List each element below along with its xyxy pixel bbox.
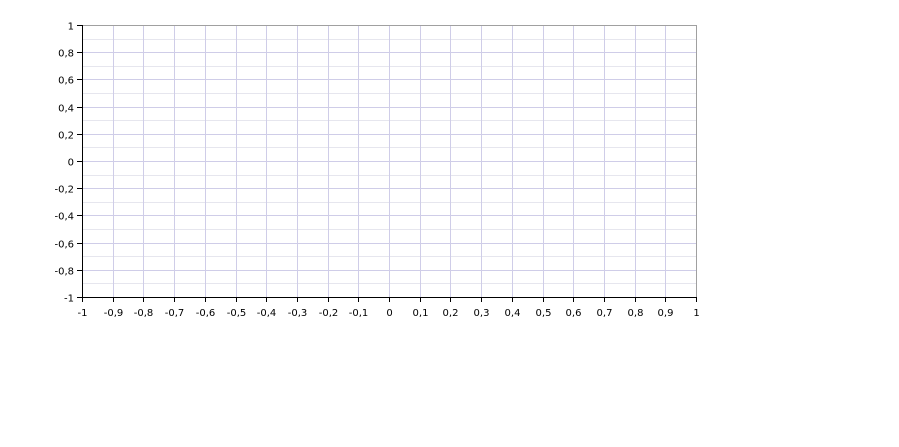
x-tick-label: 0,7 <box>597 308 613 319</box>
x-tick-label: 0 <box>386 308 392 319</box>
x-tick-label: -0,1 <box>349 308 369 319</box>
x-tick-label: -0,5 <box>227 308 247 319</box>
y-tick-label: 0,2 <box>58 131 74 142</box>
x-tick-label: 0,3 <box>474 308 490 319</box>
x-tick-label: -0,2 <box>319 308 339 319</box>
x-tick-label: -0,9 <box>104 308 124 319</box>
x-tick-label: 0,4 <box>505 308 521 319</box>
x-tick-label: 0,1 <box>413 308 429 319</box>
x-tick-label: 0,6 <box>566 308 582 319</box>
x-tick-label: -0,3 <box>288 308 308 319</box>
y-tick-label: 0,4 <box>58 104 74 115</box>
x-tick-label: 0,8 <box>628 308 644 319</box>
y-tick-label: 0 <box>68 158 74 169</box>
x-tick-label: 0,5 <box>536 308 552 319</box>
y-tick-label: 0,8 <box>58 49 74 60</box>
y-tick-label: -0,6 <box>54 240 74 251</box>
x-tick-label: 1 <box>693 308 699 319</box>
tick-labels: 1 0,8 0,6 0,4 0,2 0 -0,2 -0,4 -0,6 -0,8 -1 -1 -0,9 -0… <box>54 22 699 320</box>
x-tick-label: -0,7 <box>165 308 185 319</box>
x-tick-label: -1 <box>78 308 88 319</box>
x-tick-label: 0,9 <box>658 308 674 319</box>
y-tick-label: -0,4 <box>54 212 74 223</box>
y-tick-label: 1 <box>68 22 74 33</box>
x-tick-label: -0,8 <box>134 308 154 319</box>
x-tick-label: 0,2 <box>443 308 459 319</box>
x-tick-label: -0,4 <box>257 308 277 319</box>
y-tick-label: -0,2 <box>54 185 74 196</box>
x-tick-label: -0,6 <box>196 308 216 319</box>
y-tick-label: -0,8 <box>54 267 74 278</box>
grid <box>82 25 696 297</box>
y-tick-label: 0,6 <box>58 76 74 87</box>
y-tick-label: -1 <box>64 294 74 305</box>
axes <box>77 25 697 302</box>
